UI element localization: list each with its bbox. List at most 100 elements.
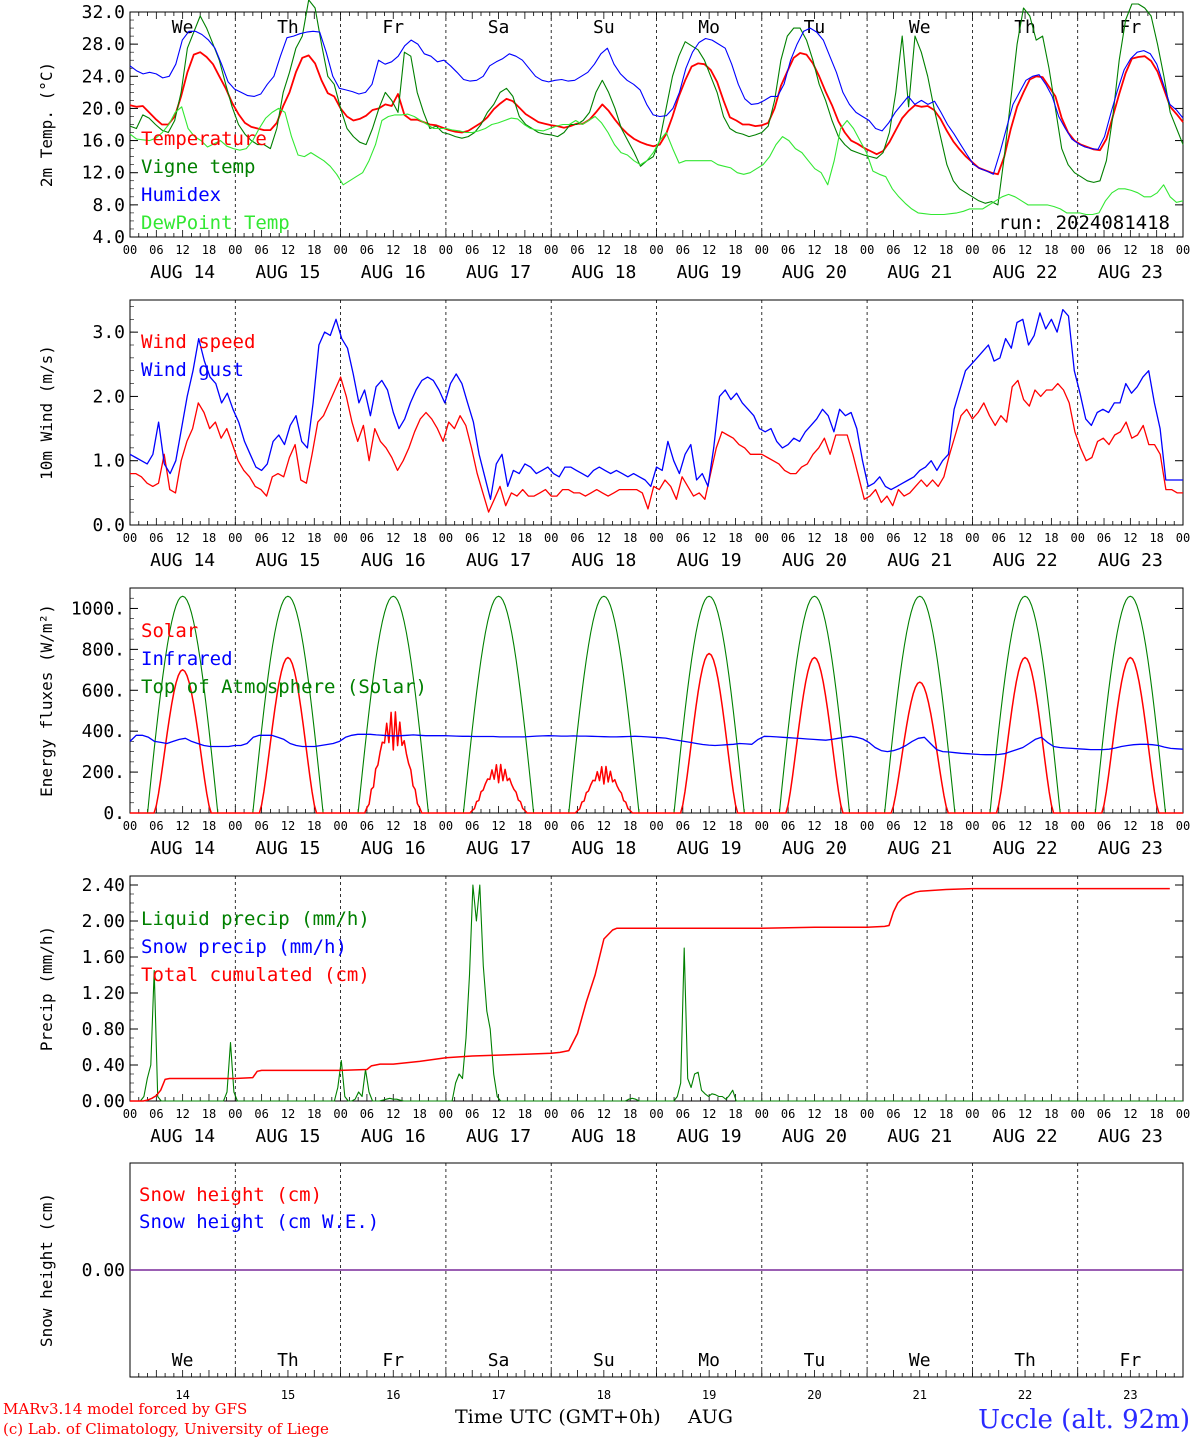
hour-tick-label: 00 [333, 819, 347, 833]
day-name: Tu [804, 1350, 826, 1371]
day-number: 18 [597, 1388, 611, 1402]
hour-tick-label: 12 [281, 1107, 295, 1121]
day-name: Sa [488, 17, 510, 38]
y-tick-label: 4.0 [92, 227, 125, 248]
hour-tick-label: 00 [649, 243, 663, 257]
date-label: AUG 17 [466, 1126, 531, 1147]
y-tick-label: 0.0 [92, 515, 125, 536]
hour-tick-label: 12 [281, 243, 295, 257]
hour-tick-label: 00 [544, 819, 558, 833]
hour-tick-label: 18 [728, 819, 742, 833]
location-label: Uccle (alt. 92m) [978, 1405, 1190, 1435]
hour-tick-label: 00 [1176, 243, 1190, 257]
day-number: 22 [1018, 1388, 1032, 1402]
hour-tick-label: 06 [886, 531, 900, 545]
day-name: We [172, 17, 194, 38]
day-name: Fr [382, 17, 404, 38]
date-label: AUG 17 [466, 838, 531, 859]
hour-tick-label: 06 [149, 819, 163, 833]
date-label: AUG 14 [150, 1126, 215, 1147]
hour-tick-label: 00 [333, 1107, 347, 1121]
hour-tick-label: 00 [1176, 1107, 1190, 1121]
date-label: AUG 16 [361, 550, 426, 571]
hour-tick-label: 18 [518, 1107, 532, 1121]
series-dewpoint-temp [129, 106, 1184, 216]
y-tick-label: 16.0 [82, 131, 125, 152]
y-tick-label: 2.0 [92, 386, 125, 407]
date-label: AUG 22 [993, 838, 1058, 859]
date-label: AUG 19 [677, 550, 742, 571]
series-solar [130, 652, 1183, 814]
day-name: Mo [698, 1350, 720, 1371]
hour-tick-label: 18 [307, 531, 321, 545]
date-label: AUG 15 [255, 262, 320, 283]
hour-tick-label: 00 [965, 243, 979, 257]
hour-tick-label: 00 [228, 1107, 242, 1121]
series-wind-speed [130, 376, 1183, 513]
hour-tick-label: 12 [807, 1107, 821, 1121]
date-label: AUG 21 [887, 838, 952, 859]
date-label: AUG 18 [571, 838, 636, 859]
hour-tick-label: 18 [1044, 1107, 1058, 1121]
hour-tick-label: 18 [834, 1107, 848, 1121]
y-tick-label: 2.00 [82, 911, 125, 932]
hour-tick-label: 00 [649, 1107, 663, 1121]
hour-tick-label: 06 [465, 531, 479, 545]
hour-tick-label: 00 [123, 243, 137, 257]
hour-tick-label: 06 [360, 819, 374, 833]
hour-tick-label: 06 [781, 243, 795, 257]
hour-tick-label: 00 [333, 243, 347, 257]
hour-tick-label: 12 [807, 819, 821, 833]
hour-tick-label: 06 [360, 531, 374, 545]
hour-tick-label: 00 [649, 819, 663, 833]
hour-tick-label: 12 [913, 243, 927, 257]
energy-axis-label: Energy fluxes (W/m²) [37, 604, 56, 797]
hour-tick-label: 12 [491, 243, 505, 257]
y-tick-label: 800. [82, 639, 125, 660]
y-tick-label: 28.0 [82, 34, 125, 55]
day-name: Su [593, 1350, 615, 1371]
hour-tick-label: 12 [175, 531, 189, 545]
hour-tick-label: 00 [1070, 819, 1084, 833]
y-tick-label: 12.0 [82, 163, 125, 184]
y-tick-label: 24.0 [82, 66, 125, 87]
hour-tick-label: 06 [676, 819, 690, 833]
hour-tick-label: 06 [991, 819, 1005, 833]
date-label: AUG 15 [255, 838, 320, 859]
date-label: AUG 16 [361, 1126, 426, 1147]
hour-tick-label: 06 [254, 531, 268, 545]
hour-tick-label: 06 [991, 243, 1005, 257]
legend-solar: Solar [141, 620, 198, 642]
day-number: 19 [702, 1388, 716, 1402]
day-number: 20 [807, 1388, 821, 1402]
date-label: AUG 23 [1098, 550, 1163, 571]
hour-tick-label: 00 [1176, 819, 1190, 833]
hour-tick-label: 12 [491, 1107, 505, 1121]
day-number: 14 [175, 1388, 189, 1402]
series-wind-gust [129, 308, 1183, 500]
y-tick-label: 1000. [71, 598, 125, 619]
hour-tick-label: 06 [465, 243, 479, 257]
hour-tick-label: 00 [544, 1107, 558, 1121]
date-label: AUG 22 [993, 550, 1058, 571]
hour-tick-label: 12 [386, 531, 400, 545]
hour-tick-label: 00 [228, 531, 242, 545]
hour-tick-label: 06 [465, 1107, 479, 1121]
date-label: AUG 15 [255, 550, 320, 571]
hour-tick-label: 00 [439, 243, 453, 257]
hour-tick-label: 00 [860, 531, 874, 545]
hour-tick-label: 18 [939, 243, 953, 257]
hour-tick-label: 00 [228, 243, 242, 257]
date-label: AUG 18 [571, 262, 636, 283]
hour-tick-label: 06 [254, 243, 268, 257]
hour-tick-label: 12 [1123, 819, 1137, 833]
legend-vigne-temp: Vigne temp [141, 156, 255, 178]
date-label: AUG 15 [255, 1126, 320, 1147]
hour-tick-label: 12 [175, 243, 189, 257]
legend-snow-precip-mm-h: Snow precip (mm/h) [141, 936, 347, 958]
hour-tick-label: 00 [123, 1107, 137, 1121]
hour-tick-label: 06 [570, 819, 584, 833]
hour-tick-label: 18 [1149, 531, 1163, 545]
hour-tick-label: 00 [755, 531, 769, 545]
